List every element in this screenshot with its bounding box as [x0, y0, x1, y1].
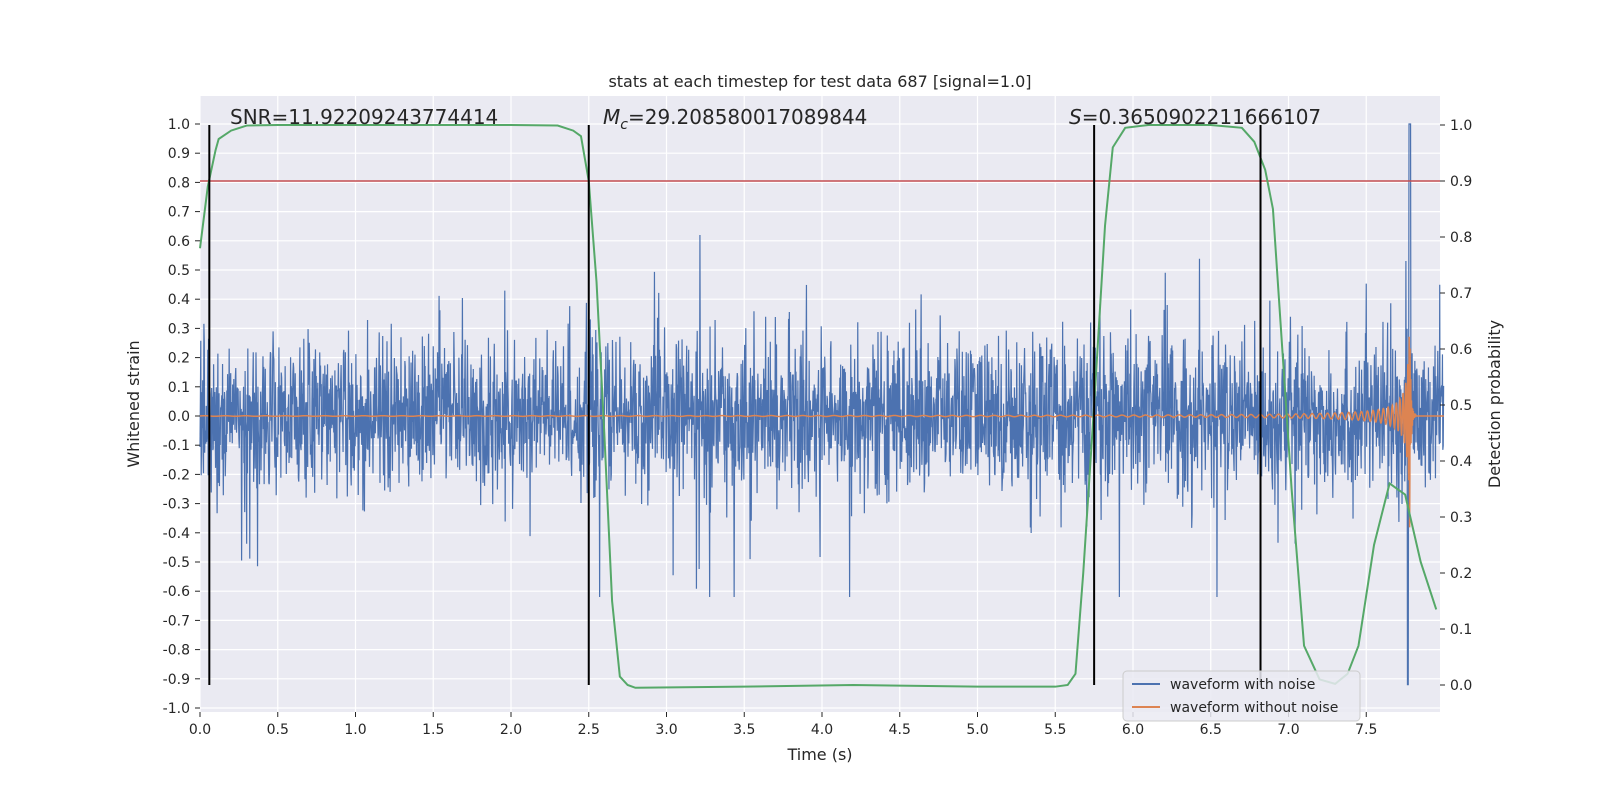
y-tick-label-left: 0.8 — [168, 175, 190, 191]
snr-annotation: SNR=11.92209243774414 — [230, 105, 498, 129]
s-value: =0.3650902211666107 — [1082, 105, 1321, 129]
chirp-mass-symbol: M — [603, 105, 620, 129]
y-tick-label-left: -0.5 — [163, 555, 190, 571]
y-tick-label-right: 0.3 — [1450, 510, 1472, 526]
x-tick-label: 1.0 — [344, 722, 366, 738]
x-tick-label: 4.0 — [811, 722, 833, 738]
y-tick-label-left: -0.9 — [163, 672, 190, 688]
y-tick-label-left: -0.2 — [163, 467, 190, 483]
y-tick-label-right: 0.6 — [1450, 342, 1472, 358]
x-tick-label: 5.5 — [1044, 722, 1066, 738]
x-tick-label: 2.5 — [578, 722, 600, 738]
legend-label-clean: waveform without noise — [1170, 700, 1338, 716]
x-tick-label: 7.5 — [1355, 722, 1377, 738]
s-symbol: S — [1069, 105, 1082, 129]
legend-box — [1122, 670, 1361, 722]
y-tick-label-left: -0.6 — [163, 584, 190, 600]
y-tick-label-left: 0.0 — [168, 409, 190, 425]
y-tick-label-left: 0.1 — [168, 380, 190, 396]
x-tick-label: 5.0 — [966, 722, 988, 738]
y-tick-label-left: 0.2 — [168, 351, 190, 367]
y-tick-label-left: -0.7 — [163, 613, 190, 629]
y-tick-label-left: -1.0 — [163, 701, 190, 717]
y-tick-label-left: 0.6 — [168, 234, 190, 250]
y-tick-label-left: 0.4 — [168, 292, 190, 308]
y-tick-label-left: -0.8 — [163, 643, 190, 659]
y-tick-label-left: 1.0 — [168, 117, 190, 133]
y-tick-label-right: 0.8 — [1450, 230, 1472, 246]
y-axis-label-left: Whitened strain — [124, 340, 143, 467]
y-tick-label-right: 0.1 — [1450, 622, 1472, 638]
x-tick-label: 4.5 — [889, 722, 911, 738]
y-axis-label-right: Detection probability — [1485, 320, 1504, 488]
y-tick-label-left: 0.3 — [168, 321, 190, 337]
x-tick-label: 6.0 — [1122, 722, 1144, 738]
y-tick-label-right: 0.0 — [1450, 678, 1472, 694]
chirp-mass-annotation: Mc=29.208580017089844 — [603, 105, 867, 133]
y-tick-label-right: 1.0 — [1450, 118, 1472, 134]
x-tick-label: 0.0 — [189, 722, 211, 738]
y-tick-label-right: 0.2 — [1450, 566, 1472, 582]
y-tick-label-left: 0.9 — [168, 146, 190, 162]
x-tick-label: 1.5 — [422, 722, 444, 738]
y-tick-label-left: 0.7 — [168, 205, 190, 221]
y-tick-label-left: -0.1 — [163, 438, 190, 454]
axes: 0.0 0.5 1.0 1.5 2.0 2.5 3.0 3.5 4.0 4.5 5.0 5.5 6.0 6… — [163, 117, 1473, 738]
y-tick-label-right: 0.4 — [1450, 454, 1472, 470]
y-tick-label-left: -0.3 — [163, 497, 190, 513]
chart-title: stats at each timestep for test data 687… — [608, 72, 1031, 91]
x-tick-label: 0.5 — [267, 722, 289, 738]
legend-label-noisy: waveform with noise — [1170, 677, 1315, 693]
x-tick-label: 3.5 — [733, 722, 755, 738]
y-tick-label-right: 0.5 — [1450, 398, 1472, 414]
chirp-mass-subscript: c — [620, 117, 628, 133]
y-tick-label-left: 0.5 — [168, 263, 190, 279]
x-tick-label: 6.5 — [1200, 722, 1222, 738]
y-tick-label-left: -0.4 — [163, 526, 190, 542]
series-waveform-without-noise — [199, 336, 1444, 528]
x-tick-label: 7.0 — [1277, 722, 1299, 738]
legend: waveform with noise waveform without noi… — [1122, 670, 1361, 722]
x-axis-label: Time (s) — [786, 745, 852, 764]
chirp-mass-value: =29.208580017089844 — [628, 105, 867, 129]
s-annotation: S=0.3650902211666107 — [1069, 105, 1321, 129]
series-waveform-with-noise — [199, 123, 1445, 686]
x-tick-label: 2.0 — [500, 722, 522, 738]
y-tick-label-right: 0.9 — [1450, 174, 1472, 190]
y-tick-label-right: 0.7 — [1450, 286, 1472, 302]
x-tick-label: 3.0 — [655, 722, 677, 738]
